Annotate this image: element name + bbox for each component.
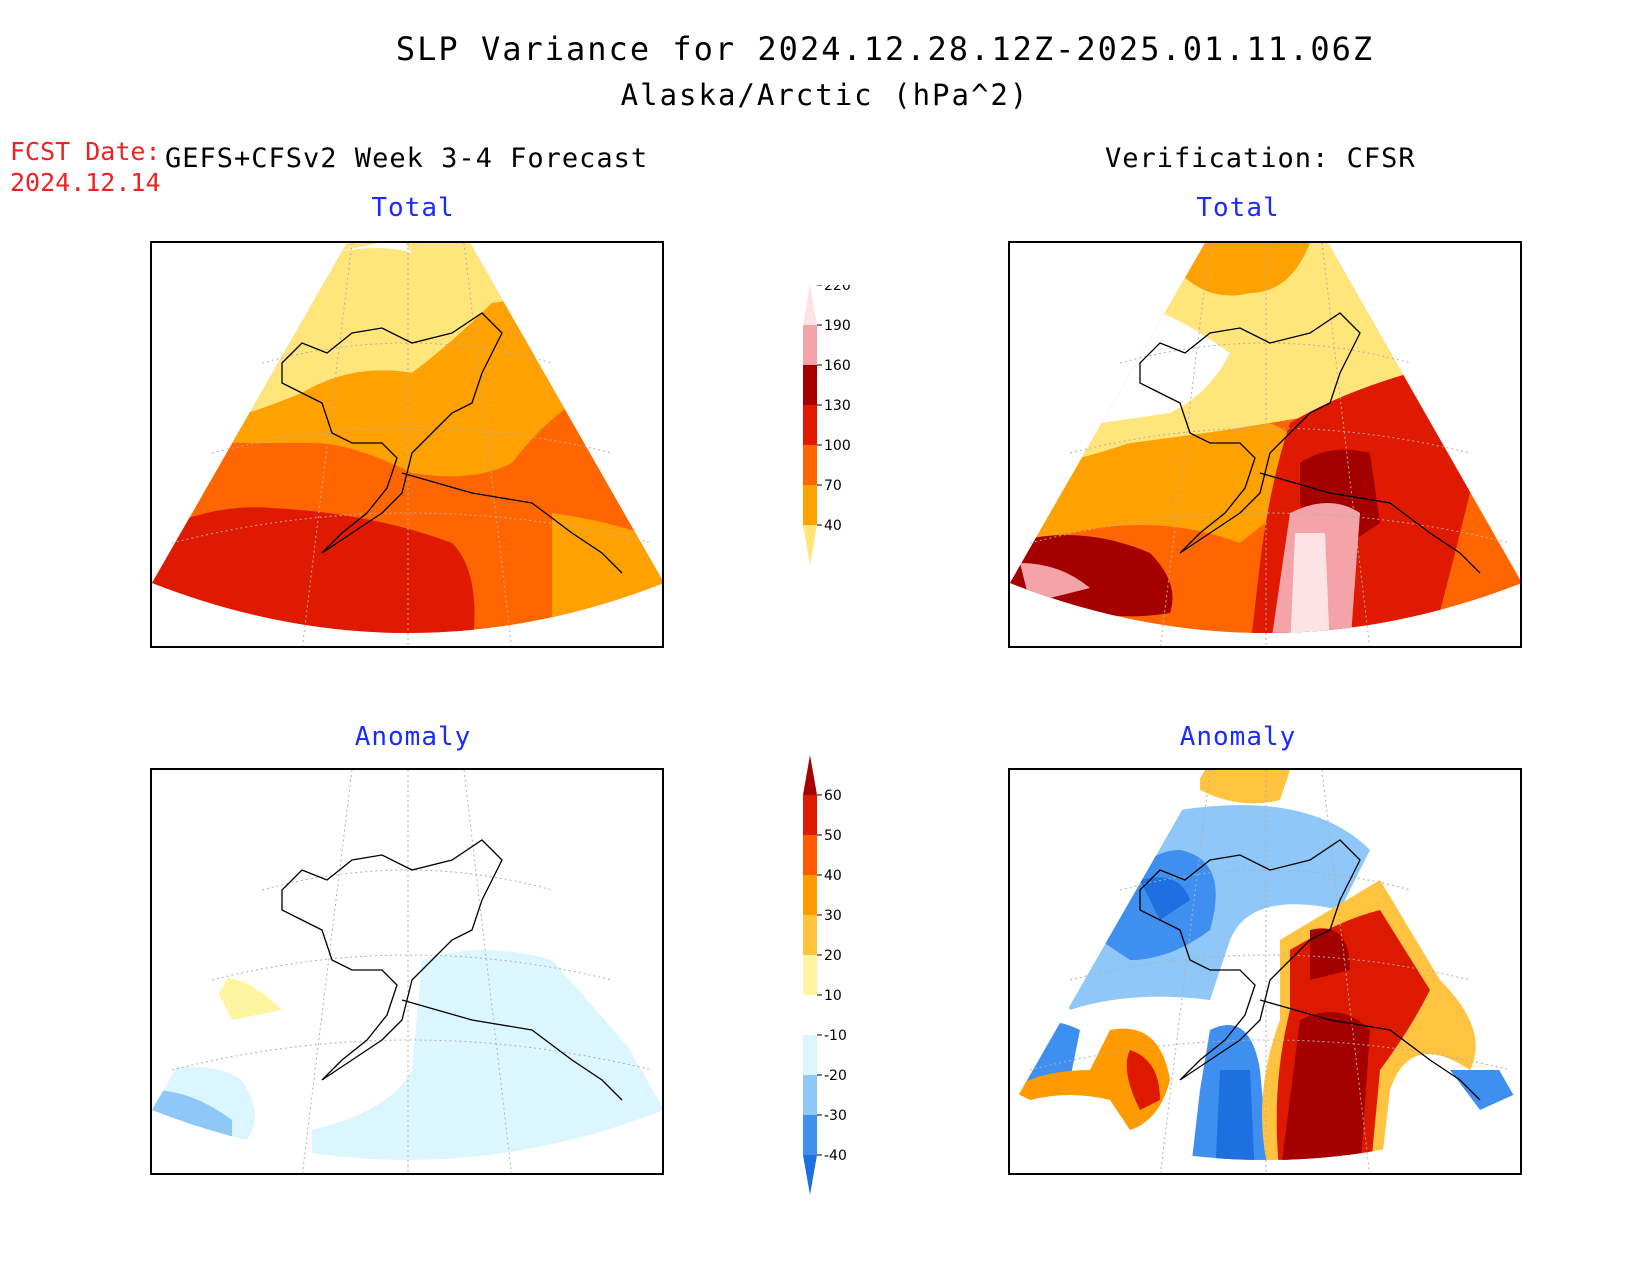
graticule <box>1029 243 1511 646</box>
contour-above-220 <box>1290 533 1330 633</box>
contour-10-20 <box>212 978 282 1020</box>
forecast-total-map-svg <box>152 243 662 646</box>
colorbar-label: 220 <box>824 285 851 294</box>
colorbar-label: 190 <box>824 318 851 334</box>
colorbar-swatch <box>803 365 817 405</box>
alaska-coastline <box>281 312 623 574</box>
forecast-total-subtitle: Total <box>371 193 455 223</box>
contour-70-100 <box>1010 423 1310 543</box>
forecast-date: FCST Date: 2024.12.14 <box>10 136 161 198</box>
colorbar-label: 40 <box>824 518 842 534</box>
alaska-coastline <box>281 839 623 1101</box>
colorbar-anomaly-labels: -40 -30 -20 -10 10 20 30 40 50 60 <box>817 788 847 1164</box>
forecast-anomaly-subtitle: Anomaly <box>354 722 472 752</box>
contour-above-60-north <box>1310 928 1350 980</box>
colorbar-label: -10 <box>824 1028 847 1044</box>
forecast-anomaly-map-svg <box>152 770 662 1173</box>
colorbar-label: 130 <box>824 398 851 414</box>
colorbar-total-boxes <box>803 285 817 565</box>
alaska-coastline <box>1139 839 1481 1101</box>
verification-total-subtitle: Total <box>1196 193 1280 223</box>
colorbar-anomaly-boxes <box>803 755 817 1195</box>
verification-anomaly-map-svg <box>1010 770 1520 1173</box>
colorbar-anomaly: -40 -30 -20 -10 10 20 30 40 50 60 <box>803 755 847 1195</box>
colorbar-swatch <box>803 1075 817 1115</box>
colorbar-swatch <box>803 995 817 1035</box>
forecast-total-map <box>150 241 664 648</box>
colorbar-swatch <box>803 485 817 525</box>
verification-column-header: Verification: CFSR <box>1105 143 1416 174</box>
colorbar-swatch <box>803 795 817 835</box>
colorbar-swatch <box>803 1115 817 1155</box>
contour-below-minus40-south <box>1215 1070 1255 1160</box>
colorbar-label: 30 <box>824 908 842 924</box>
colorbar-swatch <box>803 835 817 875</box>
colorbar-total-labels: 40 70 100 130 160 190 220 <box>817 285 851 534</box>
colorbar-label: 60 <box>824 788 842 804</box>
colorbar-swatch <box>803 325 817 365</box>
forecast-date-label: FCST Date: <box>10 137 161 166</box>
colorbar-swatch <box>803 1155 817 1195</box>
alaska-coastline <box>1139 312 1481 574</box>
forecast-date-value: 2024.12.14 <box>10 168 161 197</box>
contour-above-60 <box>1280 1012 1370 1160</box>
colorbar-swatch <box>803 445 817 485</box>
colorbar-swatch <box>803 405 817 445</box>
colorbar-label: 100 <box>824 438 851 454</box>
colorbar-label: 160 <box>824 358 851 374</box>
colorbar-swatch <box>803 755 817 795</box>
contour-20-30-north <box>1200 770 1290 804</box>
verification-anomaly-map <box>1008 768 1522 1175</box>
colorbar-swatch <box>803 875 817 915</box>
colorbar-label: 70 <box>824 478 842 494</box>
graticule <box>1029 770 1511 1173</box>
colorbar-swatch <box>803 1035 817 1075</box>
colorbar-swatch <box>803 285 817 325</box>
colorbar-label: 50 <box>824 828 842 844</box>
graticule <box>171 770 653 1173</box>
colorbar-label: -20 <box>824 1068 847 1084</box>
forecast-anomaly-map <box>150 768 664 1175</box>
contour-below-minus40 <box>1140 877 1190 920</box>
contour-70-100-east <box>552 513 662 633</box>
colorbar-label: 40 <box>824 868 842 884</box>
colorbar-label: -40 <box>824 1148 847 1164</box>
colorbar-swatch <box>803 915 817 955</box>
graticule <box>171 243 653 646</box>
colorbar-label: 10 <box>824 988 842 1004</box>
colorbar-swatch <box>803 525 817 565</box>
colorbar-swatch <box>803 955 817 995</box>
verification-anomaly-subtitle: Anomaly <box>1179 722 1297 752</box>
contour-50-60-west <box>1126 1050 1160 1110</box>
contour-70-100-north <box>1180 243 1310 296</box>
colorbar-label: -30 <box>824 1108 847 1124</box>
contour-190-220-west <box>1020 563 1090 603</box>
contour-minus10-minus20 <box>312 950 662 1160</box>
contour-below-40 <box>332 243 412 253</box>
forecast-column-header: GEFS+CFSv2 Week 3-4 Forecast <box>165 143 649 174</box>
chart-title-line1: SLP Variance for 2024.12.28.12Z-2025.01.… <box>395 30 1375 68</box>
colorbar-total: 40 70 100 130 160 190 220 <box>803 285 851 565</box>
chart-title-line2: Alaska/Arctic (hPa^2) <box>620 78 1030 112</box>
verification-total-map-svg <box>1010 243 1520 646</box>
verification-total-map <box>1008 241 1522 648</box>
colorbar-label: 20 <box>824 948 842 964</box>
